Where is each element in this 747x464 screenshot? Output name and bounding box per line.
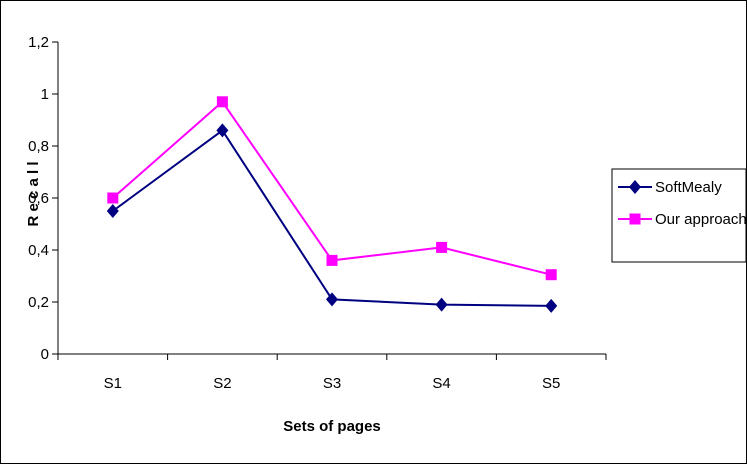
x-tick-label: S4 (432, 375, 450, 392)
legend-label: Our approach (655, 211, 747, 228)
series-softmealy (106, 123, 558, 313)
data-point-softmealy (435, 297, 448, 312)
legend-marker (629, 213, 641, 225)
series-line-our-approach (112, 100, 552, 276)
series-line-softmealy (112, 128, 552, 307)
data-point-softmealy (326, 292, 338, 307)
legend-label: SoftMealy (655, 179, 722, 196)
y-tick-label: 0,8 (28, 138, 49, 155)
legend-marker (629, 180, 641, 194)
data-point-our-approach (545, 269, 557, 281)
series-layer (106, 96, 558, 313)
y-tick-label: 1 (41, 86, 49, 103)
data-point-softmealy (106, 204, 119, 218)
legend: SoftMealy Our approach (611, 168, 747, 263)
data-point-softmealy (545, 298, 558, 313)
legend-item-softmealy: SoftMealy (618, 179, 722, 196)
y-tick-label: 0 (41, 346, 49, 363)
x-tick-label: S5 (542, 375, 560, 392)
y-tick-label: 0,6 (28, 190, 49, 207)
x-tick-label: S3 (323, 375, 341, 392)
series-our-approach (107, 96, 557, 281)
data-point-our-approach (326, 254, 338, 266)
y-axis-ticks: 0 0,2 0,4 0,6 0,8 1 1,2 (28, 34, 58, 363)
y-tick-label: 0,2 (28, 294, 49, 311)
x-tick-label: S1 (104, 375, 122, 392)
y-axis-title: R e c a l l (25, 161, 42, 226)
data-point-our-approach (107, 192, 119, 204)
x-tick-label: S2 (213, 375, 231, 392)
y-tick-label: 0,4 (28, 242, 49, 259)
x-axis-ticks: S1 S2 S3 S4 S5 (57, 354, 607, 392)
data-point-our-approach (216, 96, 228, 108)
x-axis-title: Sets of pages (283, 418, 381, 435)
legend-item-our-approach: Our approach (618, 211, 747, 228)
y-tick-label: 1,2 (28, 34, 49, 51)
data-point-softmealy (216, 123, 229, 138)
data-point-our-approach (436, 241, 448, 253)
